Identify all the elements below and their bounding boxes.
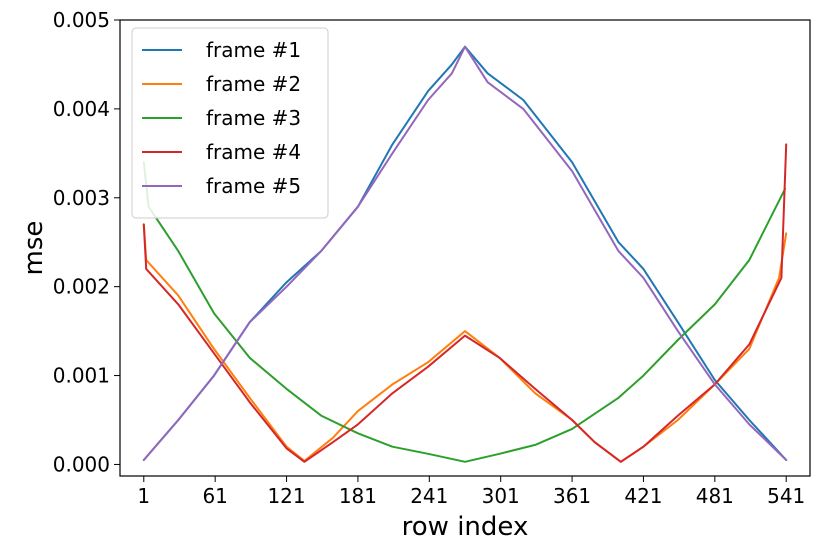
x-tick-label: 241 [410, 484, 448, 508]
x-tick-label: 421 [624, 484, 662, 508]
legend-box [131, 27, 329, 219]
series-line-frame-2 [142, 223, 788, 463]
y-axis: 0.000 0.001 0.002 0.003 0.004 0.005 [53, 8, 120, 476]
y-tick-label: 0.001 [53, 364, 110, 388]
legend-label-frame-4: frame #4 [206, 140, 301, 164]
series-line-frame-5 [142, 45, 788, 461]
x-tick-label: 361 [553, 484, 591, 508]
legend-label-frame-3: frame #3 [206, 106, 301, 130]
x-tick-label: 301 [482, 484, 520, 508]
y-tick-label: 0.002 [53, 275, 110, 299]
x-tick-label: 541 [767, 484, 805, 508]
x-tick-label: 1 [137, 484, 150, 508]
plot-frame [119, 19, 811, 477]
y-tick-label: 0.004 [53, 97, 110, 121]
x-tick-label: 121 [267, 484, 305, 508]
y-tick-label: 0.000 [53, 452, 110, 476]
y-tick-label: 0.003 [53, 186, 110, 210]
x-tick-label: 61 [202, 484, 227, 508]
legend: frame #1 frame #2 frame #3 frame #4 frame #5 [131, 27, 329, 219]
series-line-frame-3 [142, 161, 786, 463]
y-tick-label: 0.005 [53, 8, 110, 32]
x-axis: 1 61 121 181 241 301 361 421 481 541 [137, 476, 805, 508]
legend-label-frame-5: frame #5 [206, 174, 301, 198]
legend-label-frame-1: frame #1 [206, 38, 301, 62]
series-line-frame-4 [142, 143, 788, 463]
plot-area [142, 45, 788, 463]
x-tick-label: 181 [339, 484, 377, 508]
legend-label-frame-2: frame #2 [206, 72, 301, 96]
y-axis-label: mse [19, 221, 49, 276]
x-axis-label: row index [402, 512, 529, 542]
x-tick-label: 481 [696, 484, 734, 508]
